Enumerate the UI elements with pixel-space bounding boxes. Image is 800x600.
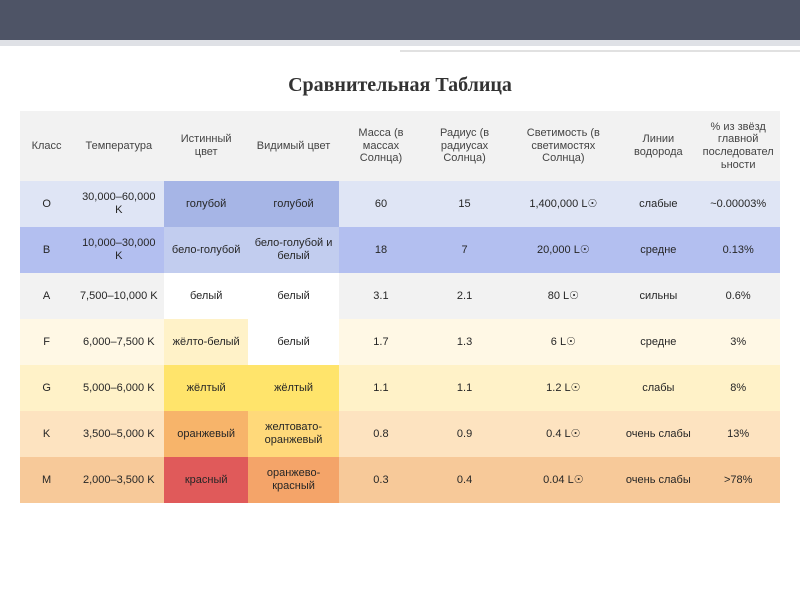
cell-radius: 0.4 bbox=[423, 457, 507, 503]
comparison-table: КлассТемператураИстинный цветВидимый цве… bbox=[20, 111, 780, 503]
cell-mass: 18 bbox=[339, 227, 423, 273]
cell-class: O bbox=[20, 181, 73, 227]
cell-radius: 2.1 bbox=[423, 273, 507, 319]
cell-true-color: бело-голубой bbox=[164, 227, 248, 273]
cell-radius: 1.3 bbox=[423, 319, 507, 365]
cell-percent: 8% bbox=[696, 365, 780, 411]
cell-apparent-color: жёлтый bbox=[248, 365, 339, 411]
cell-percent: 0.13% bbox=[696, 227, 780, 273]
cell-luminosity: 20,000 L☉ bbox=[506, 227, 620, 273]
cell-temperature: 6,000–7,500 K bbox=[73, 319, 164, 365]
table-column-header: Истинный цвет bbox=[164, 111, 248, 181]
cell-radius: 15 bbox=[423, 181, 507, 227]
cell-temperature: 30,000–60,000 K bbox=[73, 181, 164, 227]
cell-hydrogen-lines: средне bbox=[620, 319, 696, 365]
cell-temperature: 3,500–5,000 K bbox=[73, 411, 164, 457]
cell-temperature: 5,000–6,000 K bbox=[73, 365, 164, 411]
table-column-header: Радиус (в радиусах Солнца) bbox=[423, 111, 507, 181]
table-row: K3,500–5,000 Kоранжевыйжелтовато-оранжев… bbox=[20, 411, 780, 457]
cell-radius: 7 bbox=[423, 227, 507, 273]
cell-mass: 3.1 bbox=[339, 273, 423, 319]
cell-true-color: жёлто-белый bbox=[164, 319, 248, 365]
cell-true-color: жёлтый bbox=[164, 365, 248, 411]
slide-top-bar bbox=[0, 0, 800, 46]
table-column-header: Светимость (в светимостях Солнца) bbox=[506, 111, 620, 181]
table-column-header: % из звёзд главной последовательности bbox=[696, 111, 780, 181]
table-row: B10,000–30,000 Kбело-голубойбело-голубой… bbox=[20, 227, 780, 273]
cell-luminosity: 6 L☉ bbox=[506, 319, 620, 365]
table-body: O30,000–60,000 Kголубойголубой60151,400,… bbox=[20, 181, 780, 503]
table-header-row: КлассТемператураИстинный цветВидимый цве… bbox=[20, 111, 780, 181]
cell-apparent-color: желтовато-оранжевый bbox=[248, 411, 339, 457]
table-row: O30,000–60,000 Kголубойголубой60151,400,… bbox=[20, 181, 780, 227]
cell-class: G bbox=[20, 365, 73, 411]
cell-luminosity: 80 L☉ bbox=[506, 273, 620, 319]
cell-class: A bbox=[20, 273, 73, 319]
cell-mass: 60 bbox=[339, 181, 423, 227]
table-row: F6,000–7,500 Kжёлто-белыйбелый1.71.36 L☉… bbox=[20, 319, 780, 365]
cell-mass: 0.3 bbox=[339, 457, 423, 503]
cell-class: K bbox=[20, 411, 73, 457]
cell-hydrogen-lines: очень слабы bbox=[620, 457, 696, 503]
page-title: Сравнительная Таблица bbox=[0, 74, 800, 97]
cell-hydrogen-lines: очень слабы bbox=[620, 411, 696, 457]
cell-luminosity: 1.2 L☉ bbox=[506, 365, 620, 411]
cell-temperature: 7,500–10,000 K bbox=[73, 273, 164, 319]
cell-class: M bbox=[20, 457, 73, 503]
cell-luminosity: 1,400,000 L☉ bbox=[506, 181, 620, 227]
cell-hydrogen-lines: сильны bbox=[620, 273, 696, 319]
cell-luminosity: 0.4 L☉ bbox=[506, 411, 620, 457]
cell-apparent-color: белый bbox=[248, 273, 339, 319]
table-column-header: Видимый цвет bbox=[248, 111, 339, 181]
cell-percent: 3% bbox=[696, 319, 780, 365]
cell-true-color: белый bbox=[164, 273, 248, 319]
cell-apparent-color: голубой bbox=[248, 181, 339, 227]
cell-temperature: 2,000–3,500 K bbox=[73, 457, 164, 503]
cell-hydrogen-lines: средне bbox=[620, 227, 696, 273]
cell-percent: ~0.00003% bbox=[696, 181, 780, 227]
cell-apparent-color: оранжево-красный bbox=[248, 457, 339, 503]
cell-true-color: оранжевый bbox=[164, 411, 248, 457]
table-row: A7,500–10,000 Kбелыйбелый3.12.180 L☉силь… bbox=[20, 273, 780, 319]
cell-class: F bbox=[20, 319, 73, 365]
cell-percent: 13% bbox=[696, 411, 780, 457]
accent-rule bbox=[400, 50, 800, 52]
cell-true-color: красный bbox=[164, 457, 248, 503]
cell-mass: 0.8 bbox=[339, 411, 423, 457]
cell-percent: 0.6% bbox=[696, 273, 780, 319]
cell-true-color: голубой bbox=[164, 181, 248, 227]
cell-hydrogen-lines: слабые bbox=[620, 181, 696, 227]
cell-luminosity: 0.04 L☉ bbox=[506, 457, 620, 503]
table-column-header: Линии водорода bbox=[620, 111, 696, 181]
table-column-header: Температура bbox=[73, 111, 164, 181]
cell-radius: 0.9 bbox=[423, 411, 507, 457]
cell-percent: >78% bbox=[696, 457, 780, 503]
cell-radius: 1.1 bbox=[423, 365, 507, 411]
cell-class: B bbox=[20, 227, 73, 273]
cell-temperature: 10,000–30,000 K bbox=[73, 227, 164, 273]
cell-apparent-color: бело-голубой и белый bbox=[248, 227, 339, 273]
table-row: M2,000–3,500 Kкрасныйоранжево-красный0.3… bbox=[20, 457, 780, 503]
table-row: G5,000–6,000 Kжёлтыйжёлтый1.11.11.2 L☉сл… bbox=[20, 365, 780, 411]
table-column-header: Класс bbox=[20, 111, 73, 181]
cell-apparent-color: белый bbox=[248, 319, 339, 365]
cell-mass: 1.1 bbox=[339, 365, 423, 411]
table-column-header: Масса (в массах Солнца) bbox=[339, 111, 423, 181]
cell-hydrogen-lines: слабы bbox=[620, 365, 696, 411]
comparison-table-container: КлассТемператураИстинный цветВидимый цве… bbox=[0, 111, 800, 503]
cell-mass: 1.7 bbox=[339, 319, 423, 365]
